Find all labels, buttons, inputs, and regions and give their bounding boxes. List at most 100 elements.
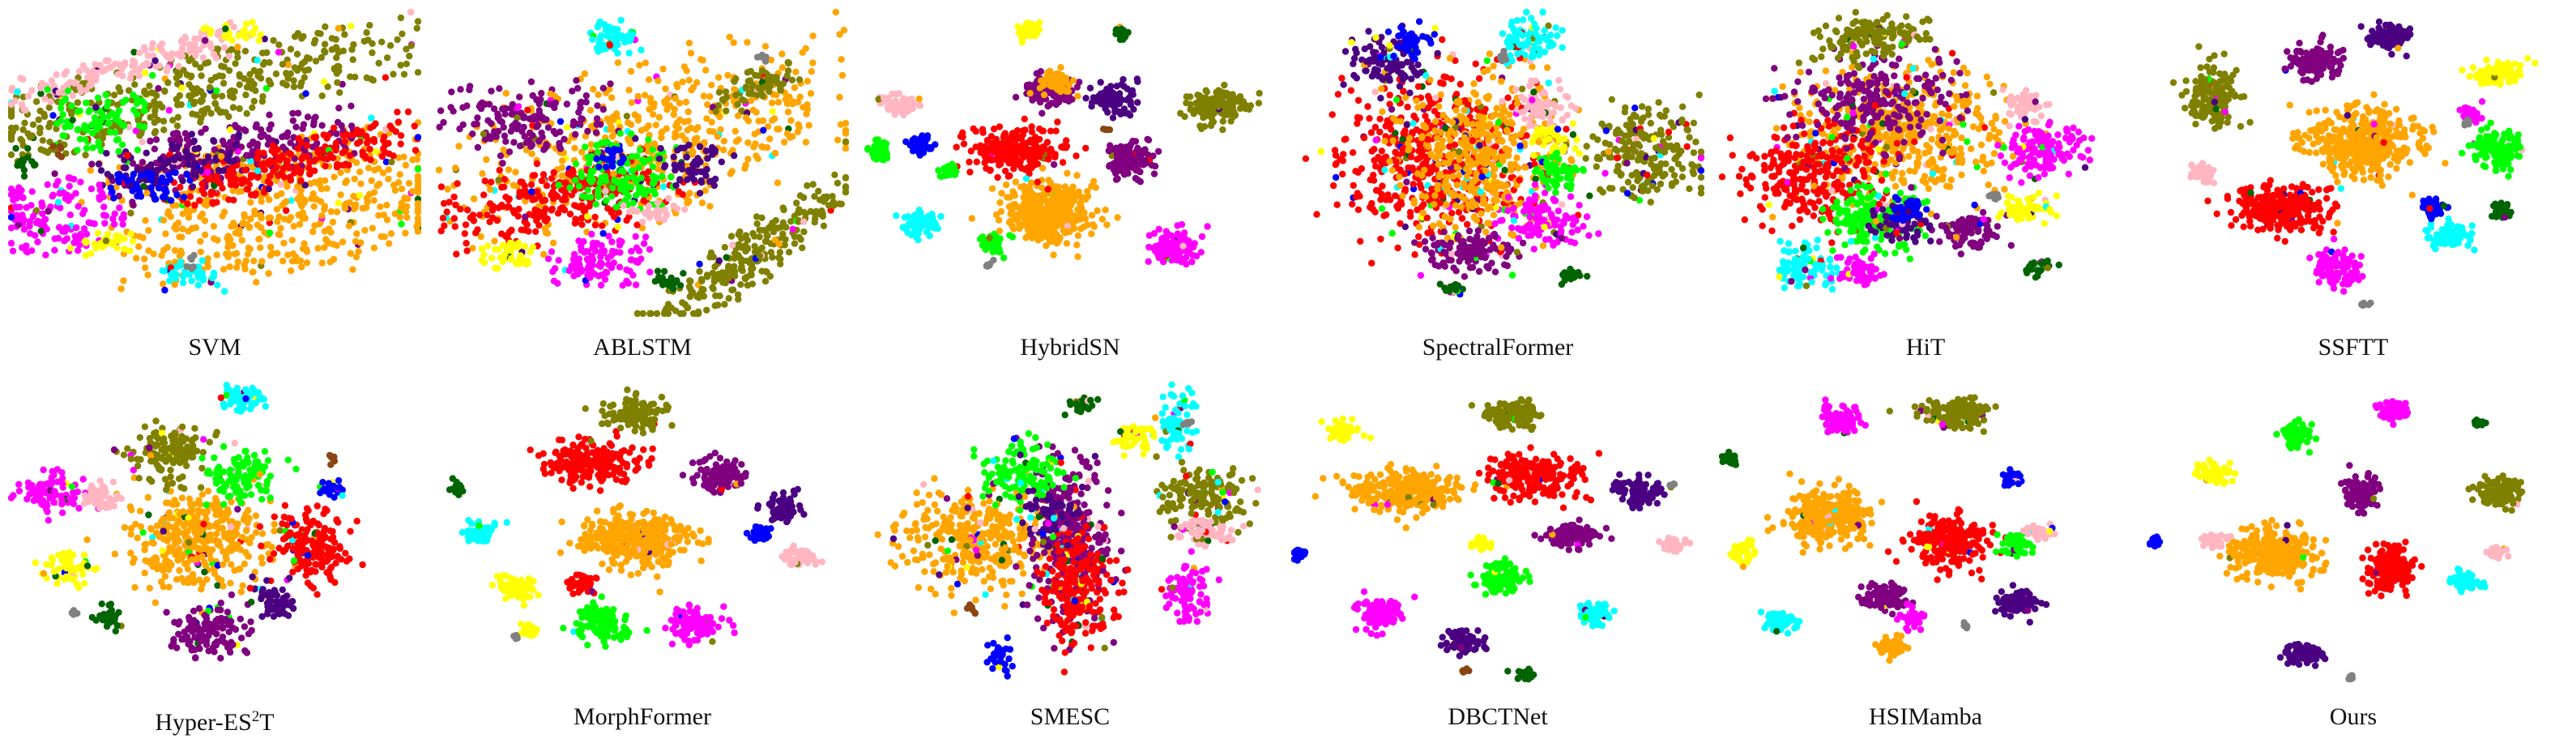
point [584, 127, 591, 135]
point [358, 128, 365, 135]
point [532, 228, 540, 235]
point [697, 56, 705, 63]
point [573, 77, 580, 84]
point [641, 92, 649, 99]
cluster-6 [544, 223, 654, 289]
point [28, 158, 36, 165]
point [756, 233, 763, 241]
point [87, 69, 95, 77]
point [1097, 90, 1104, 98]
point [102, 237, 110, 245]
cluster-7 [586, 16, 645, 57]
point [603, 138, 611, 146]
point [279, 61, 287, 68]
point [667, 304, 675, 312]
point [488, 178, 495, 186]
point [617, 16, 625, 24]
point [507, 105, 514, 112]
point [800, 194, 808, 202]
point [542, 217, 550, 224]
point [100, 203, 108, 211]
point [621, 38, 629, 46]
point [245, 79, 254, 86]
point [1231, 111, 1239, 119]
point [396, 213, 404, 221]
point [112, 129, 119, 136]
point [341, 138, 348, 145]
point [775, 254, 783, 262]
point [784, 58, 791, 66]
point [782, 96, 789, 103]
point [298, 79, 305, 87]
point [9, 247, 17, 254]
point [231, 222, 238, 229]
point [649, 163, 656, 170]
point [367, 156, 374, 164]
point [234, 147, 241, 156]
point [130, 106, 138, 114]
point [628, 130, 635, 138]
point [276, 156, 284, 164]
cluster-12 [12, 144, 39, 180]
point [333, 54, 340, 62]
point [494, 265, 501, 272]
cluster-9 [159, 257, 228, 295]
point [685, 76, 693, 84]
point [1086, 84, 1094, 92]
point [981, 159, 988, 166]
point [226, 263, 233, 271]
point [772, 216, 779, 224]
point [710, 285, 717, 293]
point [528, 141, 536, 148]
point [1118, 81, 1125, 88]
point [107, 173, 115, 181]
point [323, 237, 331, 246]
point [149, 71, 156, 79]
point [289, 117, 296, 125]
point [96, 181, 103, 189]
point [1022, 234, 1030, 241]
point [987, 156, 994, 163]
point [646, 105, 653, 113]
point [79, 210, 87, 217]
point [1112, 176, 1120, 183]
point [331, 65, 338, 72]
point [655, 113, 663, 121]
point [1063, 137, 1070, 144]
point [353, 230, 360, 237]
point [548, 175, 556, 182]
point [178, 47, 186, 54]
point [1076, 79, 1083, 86]
cluster-9 [651, 267, 687, 293]
point [132, 127, 140, 135]
point [693, 79, 701, 87]
cluster-10 [655, 141, 738, 197]
point [177, 258, 185, 266]
point [213, 199, 220, 206]
point [436, 166, 443, 174]
point [155, 85, 162, 92]
point [516, 143, 524, 150]
point [694, 124, 702, 131]
point [1120, 75, 1127, 83]
point [485, 100, 493, 108]
point [146, 82, 153, 90]
point [35, 116, 42, 123]
point [610, 170, 617, 177]
point [676, 310, 685, 318]
point [361, 227, 369, 234]
point [492, 246, 499, 253]
point [273, 206, 281, 213]
point [812, 207, 820, 216]
point [414, 173, 421, 180]
point [298, 60, 306, 67]
point [987, 167, 994, 174]
point [682, 98, 690, 106]
point [729, 286, 737, 293]
point [671, 105, 678, 113]
point [960, 140, 968, 147]
point [683, 153, 690, 161]
point [1109, 114, 1117, 122]
point [769, 117, 776, 124]
point [321, 41, 329, 48]
